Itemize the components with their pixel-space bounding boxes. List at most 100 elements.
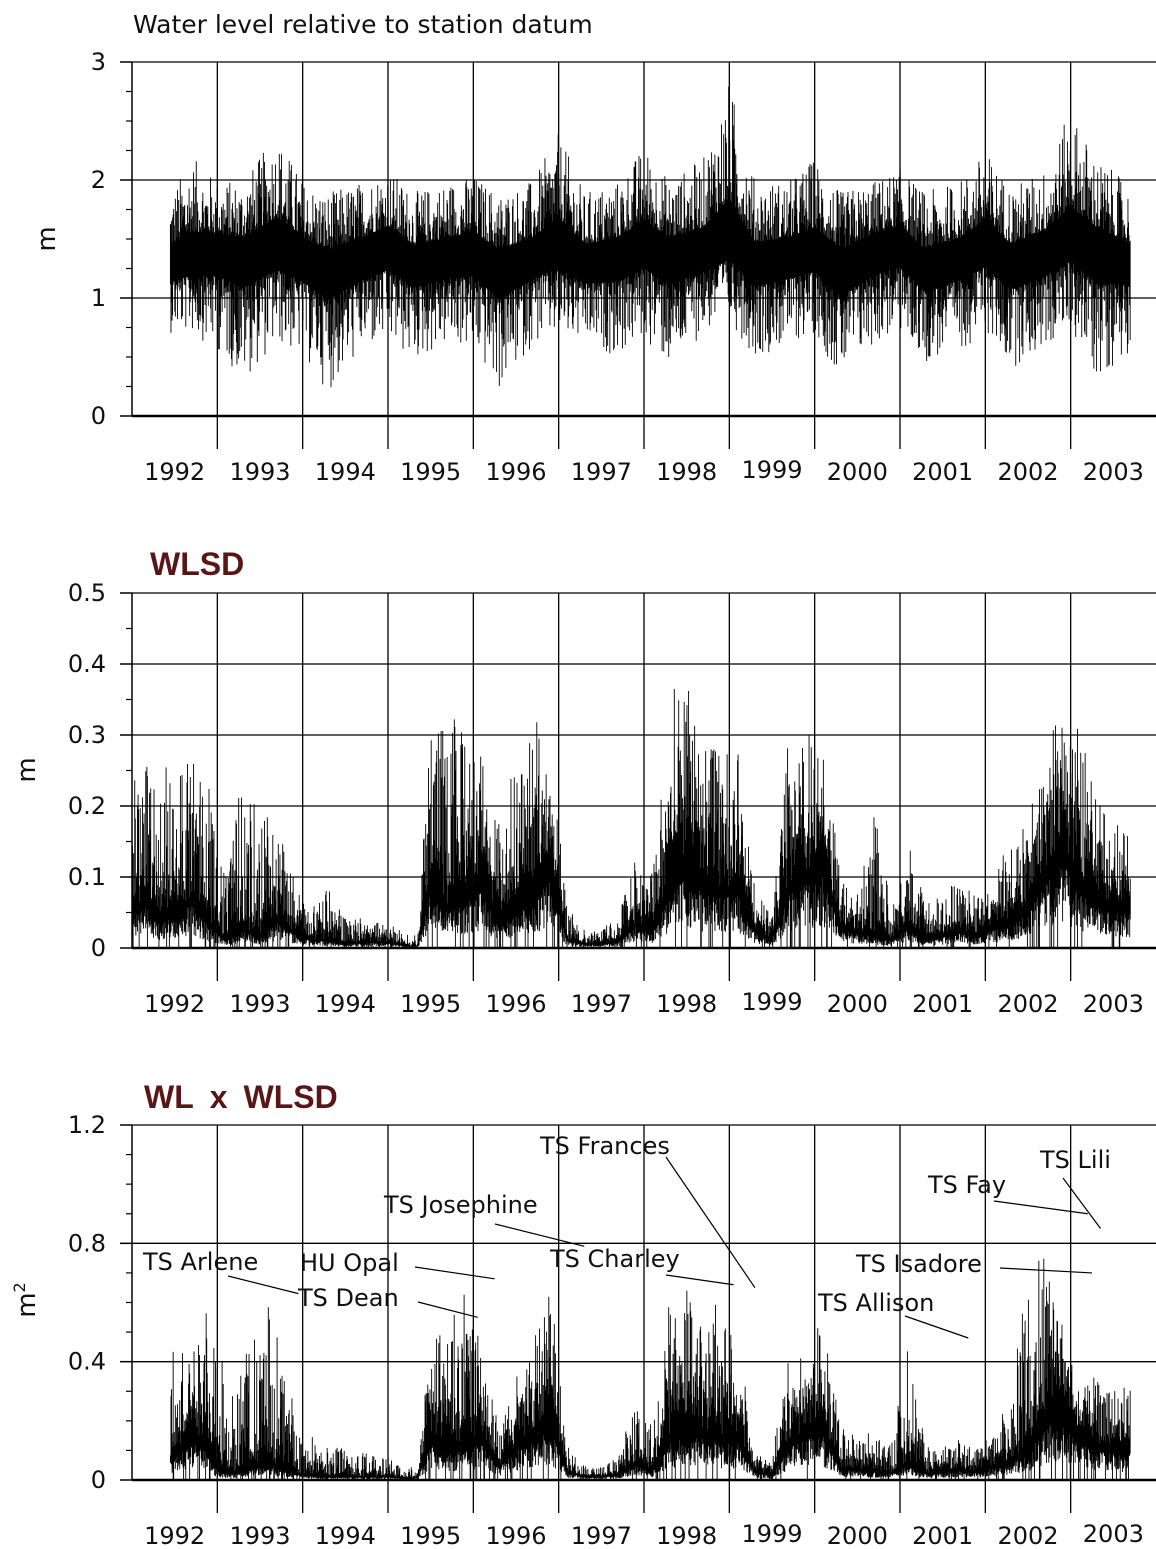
annotation-leader [227, 1275, 299, 1295]
x-tick-label: 1993 [229, 990, 290, 1018]
x-tick-label: 1993 [229, 458, 290, 486]
title-part-wlsd: WLSD [244, 1079, 338, 1115]
x-tick-label: 1996 [485, 458, 546, 486]
x-tick-label: 1997 [571, 1522, 632, 1549]
x-tick-label: 1998 [656, 458, 717, 486]
annotation-label: TS Josephine [383, 1191, 538, 1219]
annotations: TS Arlene TS Dean HU Opal TS Josephine TS Ch… [142, 1132, 1111, 1339]
x-tick-label: 2000 [827, 1522, 888, 1549]
annotation: TS Charley [549, 1245, 734, 1286]
wlsd-chart: WLSD m 0 0.1 0.2 0.3 0.4 0.5 1992 1993 1994 1995 1… [12, 546, 1156, 1018]
annotation-leader [1062, 1177, 1102, 1229]
annotation: TS Isadore [855, 1250, 1093, 1278]
y-tick-label: 0.2 [68, 792, 106, 820]
x-tick-label: 2002 [997, 1522, 1058, 1549]
annotation-leader [494, 1223, 585, 1247]
y-tick-label: 0 [91, 402, 106, 430]
x-tick-label: 2001 [912, 1522, 973, 1549]
annotation-label: TS Dean [297, 1284, 399, 1312]
x-tick-label: 1997 [571, 458, 632, 486]
x-tick-label: 1995 [400, 990, 461, 1018]
axes: 0 0.1 0.2 0.3 0.4 0.5 1992 1993 1994 1995 1996 1997… [68, 579, 1144, 1018]
annotation: HU Opal [300, 1249, 495, 1280]
water-level-chart: Water level relative to station datum m … [32, 10, 1156, 486]
annotation: TS Josephine [383, 1191, 585, 1247]
annotation: TS Arlene [142, 1248, 299, 1295]
annotation: TS Allison [817, 1289, 969, 1339]
y-axis-label: m [12, 757, 42, 782]
y-tick-label: 0.1 [68, 863, 106, 891]
annotation-label: TS Isadore [855, 1250, 982, 1278]
annotation-leader [414, 1266, 495, 1280]
y-tick-label: 0.5 [68, 579, 106, 607]
annotation-label: TS Charley [549, 1245, 680, 1273]
chart-title: Water level relative to station datum [133, 10, 593, 39]
x-tick-label: 2000 [827, 990, 888, 1018]
y-tick-label: 1 [91, 284, 106, 312]
y-tick-label: 1.2 [68, 1111, 106, 1139]
x-tick-label: 1995 [400, 458, 461, 486]
x-tick-label: 1997 [571, 990, 632, 1018]
y-tick-label: 0.4 [68, 1348, 106, 1376]
x-tick-label: 2001 [912, 458, 973, 486]
series [132, 688, 1131, 948]
annotation-leader [999, 1267, 1093, 1274]
x-tick-label: 1998 [656, 990, 717, 1018]
series-line [169, 86, 1131, 388]
title-part-wl: WL [144, 1079, 194, 1115]
annotation-label: TS Fay [927, 1171, 1006, 1199]
annotation-label: TS Lili [1039, 1146, 1111, 1174]
annotation-leader [665, 1156, 756, 1289]
chart-title: WLSD [150, 546, 244, 582]
x-tick-label: 1992 [144, 458, 205, 486]
x-tick-label: 2002 [997, 458, 1058, 486]
y-tick-label: 0.3 [68, 721, 106, 749]
annotation-label: TS Arlene [142, 1248, 258, 1276]
x-tick-label: 1999 [741, 988, 802, 1016]
annotation: TS Lili [1039, 1146, 1111, 1229]
x-tick-label: 1998 [656, 1522, 717, 1549]
y-tick-label: 0.8 [68, 1229, 106, 1257]
x-tick-label: 1992 [144, 990, 205, 1018]
annotation-label: TS Allison [817, 1289, 934, 1317]
annotation-label: HU Opal [300, 1249, 399, 1277]
x-tick-label: 2000 [827, 458, 888, 486]
x-tick-label: 2002 [997, 990, 1058, 1018]
x-tick-label: 1994 [315, 990, 376, 1018]
annotation-leader [665, 1274, 734, 1286]
wl-x-wlsd-chart: WL x WLSD m2 0 0.4 0.8 1.2 1992 1993 1994 1995 199… [10, 1079, 1156, 1549]
series [169, 86, 1131, 388]
x-tick-label: 2003 [1083, 990, 1144, 1018]
series-line [169, 1258, 1131, 1480]
y-axis-label-base: m [12, 1292, 42, 1317]
series-line [132, 688, 1131, 948]
x-tick-label: 1995 [400, 1522, 461, 1549]
x-tick-label: 1992 [144, 1522, 205, 1549]
y-axis-label: m2 [10, 1282, 42, 1318]
y-tick-label: 0.4 [68, 650, 106, 678]
x-tick-label: 1999 [741, 1520, 802, 1548]
annotation-leader [904, 1315, 969, 1339]
axes: 0 1 2 3 1992 1993 1994 1995 1996 1997 1998 1999 2000… [91, 48, 1144, 486]
x-tick-label: 1996 [485, 990, 546, 1018]
x-tick-label: 2001 [912, 990, 973, 1018]
y-tick-label: 0 [91, 1466, 106, 1494]
annotation: TS Fay [927, 1171, 1088, 1215]
x-tick-label: 1999 [741, 456, 802, 484]
y-tick-label: 3 [91, 48, 106, 76]
annotation-leader [993, 1200, 1088, 1215]
annotation-leader [417, 1301, 478, 1318]
axes: 0 0.4 0.8 1.2 1992 1993 1994 1995 1996 1997 1998 19… [68, 1111, 1144, 1549]
series [169, 1258, 1131, 1480]
y-tick-label: 2 [91, 166, 106, 194]
chart-title: WL x WLSD [144, 1079, 338, 1115]
x-tick-label: 2003 [1083, 458, 1144, 486]
annotation-label: TS Frances [539, 1132, 670, 1160]
annotation: TS Dean [297, 1284, 478, 1318]
x-tick-label: 2003 [1083, 1520, 1144, 1548]
title-part-x: x [210, 1079, 228, 1115]
x-tick-label: 1993 [229, 1522, 290, 1549]
y-axis-label: m [32, 226, 62, 251]
x-tick-label: 1994 [315, 458, 376, 486]
